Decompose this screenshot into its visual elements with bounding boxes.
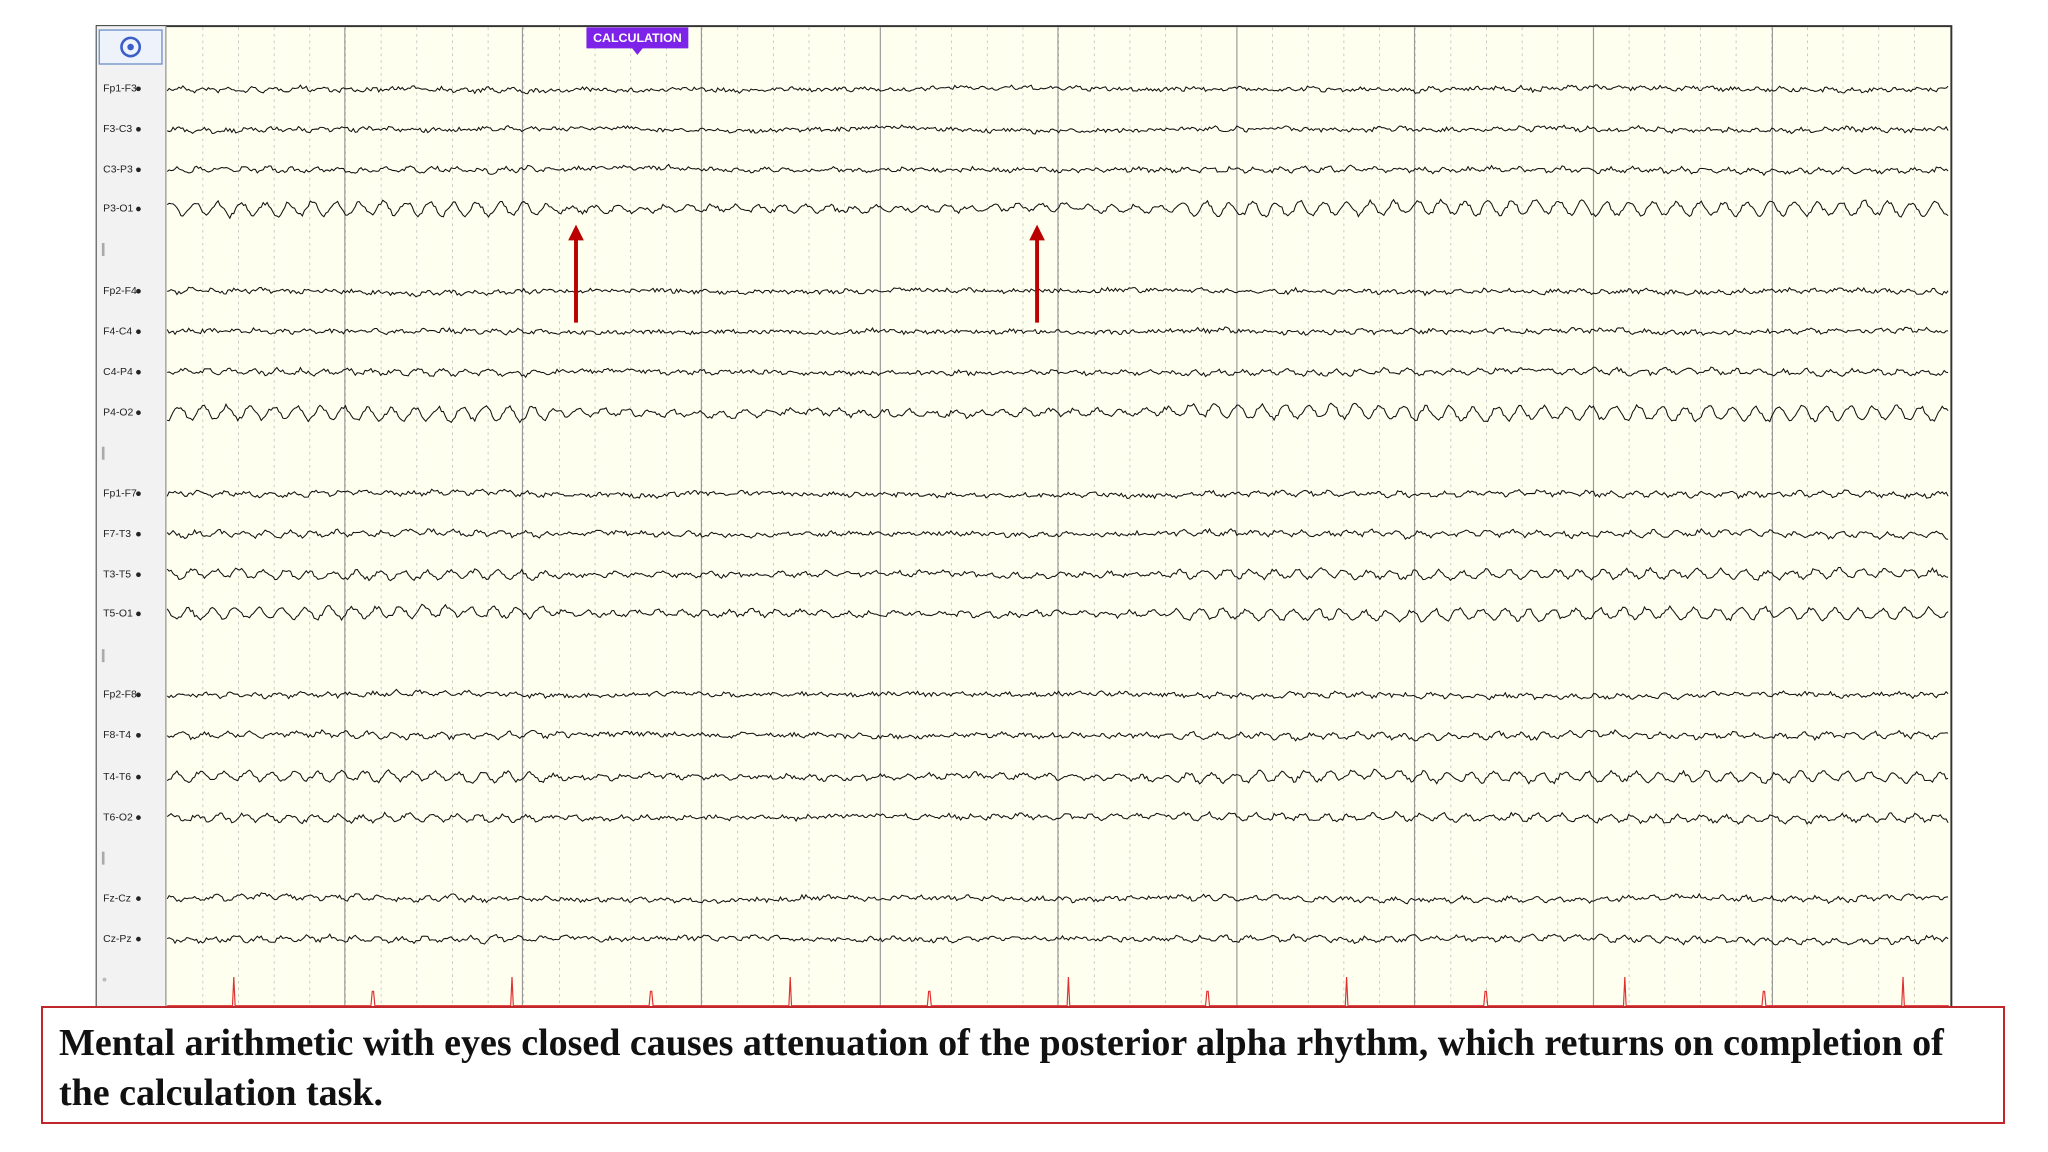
channel-dot	[136, 936, 141, 942]
channel-label: Fp1-F7	[103, 488, 137, 499]
eeg-trace	[166, 198, 1949, 220]
eeg-trace	[166, 326, 1949, 337]
group-separator	[101, 851, 105, 865]
channel-dot	[136, 206, 141, 212]
settings-icon	[120, 36, 142, 58]
eeg-trace	[166, 933, 1949, 946]
channel-dot	[136, 531, 141, 537]
channel-dot	[136, 126, 141, 132]
channel-dot	[136, 369, 141, 375]
channel-dot	[136, 86, 141, 92]
caption: Mental arithmetic with eyes closed cause…	[41, 1006, 2005, 1124]
ecg-trace	[167, 976, 1949, 1007]
channel-dot	[136, 611, 141, 617]
channel-label: Fp2-F4	[103, 286, 137, 297]
eeg-trace	[166, 527, 1949, 540]
eeg-trace	[166, 688, 1949, 701]
channel-dot	[136, 491, 141, 497]
event-marker-label: CALCULATION	[593, 31, 682, 45]
channel-label: P3-O1	[103, 204, 133, 215]
channel-label: T6-O2	[103, 812, 133, 823]
channel-label: Fz-Cz	[103, 893, 131, 904]
channel-label: P4-O2	[103, 408, 133, 419]
eeg-trace	[166, 768, 1949, 785]
channel-label: Fp2-F8	[103, 690, 137, 701]
eeg-trace	[167, 402, 1949, 424]
eeg-trace	[166, 163, 1949, 177]
channel-label: T5-O1	[103, 609, 133, 620]
channel-dot	[136, 692, 141, 698]
channel-label: F8-T4	[103, 730, 131, 741]
channel-dot	[136, 774, 141, 780]
channel-dot	[136, 288, 141, 294]
channel-label: F4-C4	[103, 327, 132, 338]
channel-label: C3-P3	[103, 165, 133, 176]
channel-label: T4-T6	[103, 772, 131, 783]
group-separator	[101, 649, 105, 663]
eeg-trace	[167, 366, 1949, 379]
eeg-trace	[166, 566, 1949, 582]
channel-dot	[102, 977, 107, 982]
eeg-trace	[166, 729, 1949, 742]
eeg-trace	[166, 488, 1949, 500]
channel-label: F7-T3	[103, 529, 131, 540]
channel-dot	[136, 410, 141, 416]
channel-dot	[136, 732, 141, 738]
eeg-trace	[166, 892, 1949, 905]
channel-dot	[136, 329, 141, 335]
channel-label: Fp1-F3	[103, 84, 137, 95]
eeg-trace	[166, 84, 1949, 95]
eeg-trace	[166, 603, 1949, 623]
eeg-trace	[167, 286, 1949, 298]
group-separator	[101, 446, 105, 460]
channel-dot	[136, 167, 141, 173]
eeg-trace	[166, 124, 1949, 135]
group-separator	[101, 242, 105, 256]
label-column	[96, 26, 166, 1019]
settings-icon-dot	[127, 43, 134, 51]
arrow	[1029, 224, 1045, 323]
channel-dot	[136, 896, 141, 901]
channel-label: C4-P4	[103, 367, 133, 378]
eeg-trace	[166, 810, 1949, 825]
channel-label: Cz-Pz	[103, 934, 131, 945]
channel-dot	[136, 572, 141, 578]
channel-label: F3-C3	[103, 124, 132, 135]
channel-label: T3-T5	[103, 569, 131, 580]
eeg-panel	[95, 25, 1953, 1020]
event-marker[interactable]	[586, 27, 689, 55]
arrow	[568, 224, 584, 323]
channel-dot	[136, 815, 141, 820]
